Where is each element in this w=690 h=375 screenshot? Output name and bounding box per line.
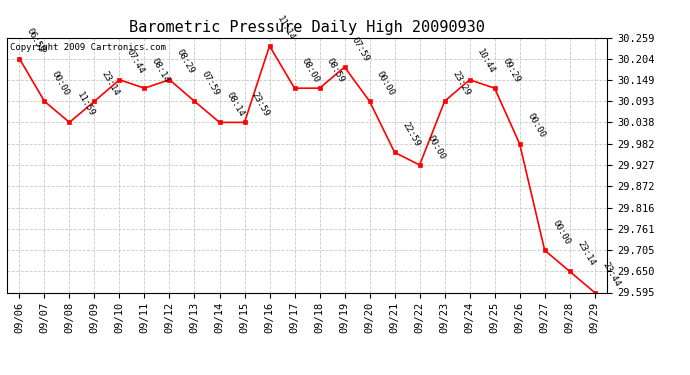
- Text: 09:29: 09:29: [500, 56, 522, 84]
- Text: 10:44: 10:44: [475, 48, 496, 76]
- Text: 08:59: 08:59: [325, 56, 346, 84]
- Text: 06:59: 06:59: [25, 27, 46, 54]
- Text: 00:00: 00:00: [425, 133, 446, 161]
- Text: 23:14: 23:14: [575, 239, 596, 267]
- Text: 11:14: 11:14: [275, 14, 296, 42]
- Text: 08:14: 08:14: [225, 90, 246, 118]
- Text: Copyright 2009 Cartronics.com: Copyright 2009 Cartronics.com: [10, 43, 166, 52]
- Text: 00:00: 00:00: [525, 112, 546, 140]
- Text: 08:00: 08:00: [300, 56, 322, 84]
- Text: 07:59: 07:59: [200, 69, 221, 97]
- Text: 00:00: 00:00: [550, 218, 571, 246]
- Text: 00:00: 00:00: [50, 69, 71, 97]
- Text: 11:59: 11:59: [75, 90, 96, 118]
- Text: 08:14: 08:14: [150, 56, 171, 84]
- Text: 23:44: 23:44: [600, 261, 622, 288]
- Text: 22:59: 22:59: [400, 120, 422, 148]
- Text: 23:14: 23:14: [100, 69, 121, 97]
- Text: 07:59: 07:59: [350, 35, 371, 63]
- Title: Barometric Pressure Daily High 20090930: Barometric Pressure Daily High 20090930: [129, 20, 485, 35]
- Text: 07:44: 07:44: [125, 48, 146, 76]
- Text: 00:00: 00:00: [375, 69, 396, 97]
- Text: 23:29: 23:29: [450, 69, 471, 97]
- Text: 23:59: 23:59: [250, 90, 271, 118]
- Text: 08:29: 08:29: [175, 48, 196, 76]
